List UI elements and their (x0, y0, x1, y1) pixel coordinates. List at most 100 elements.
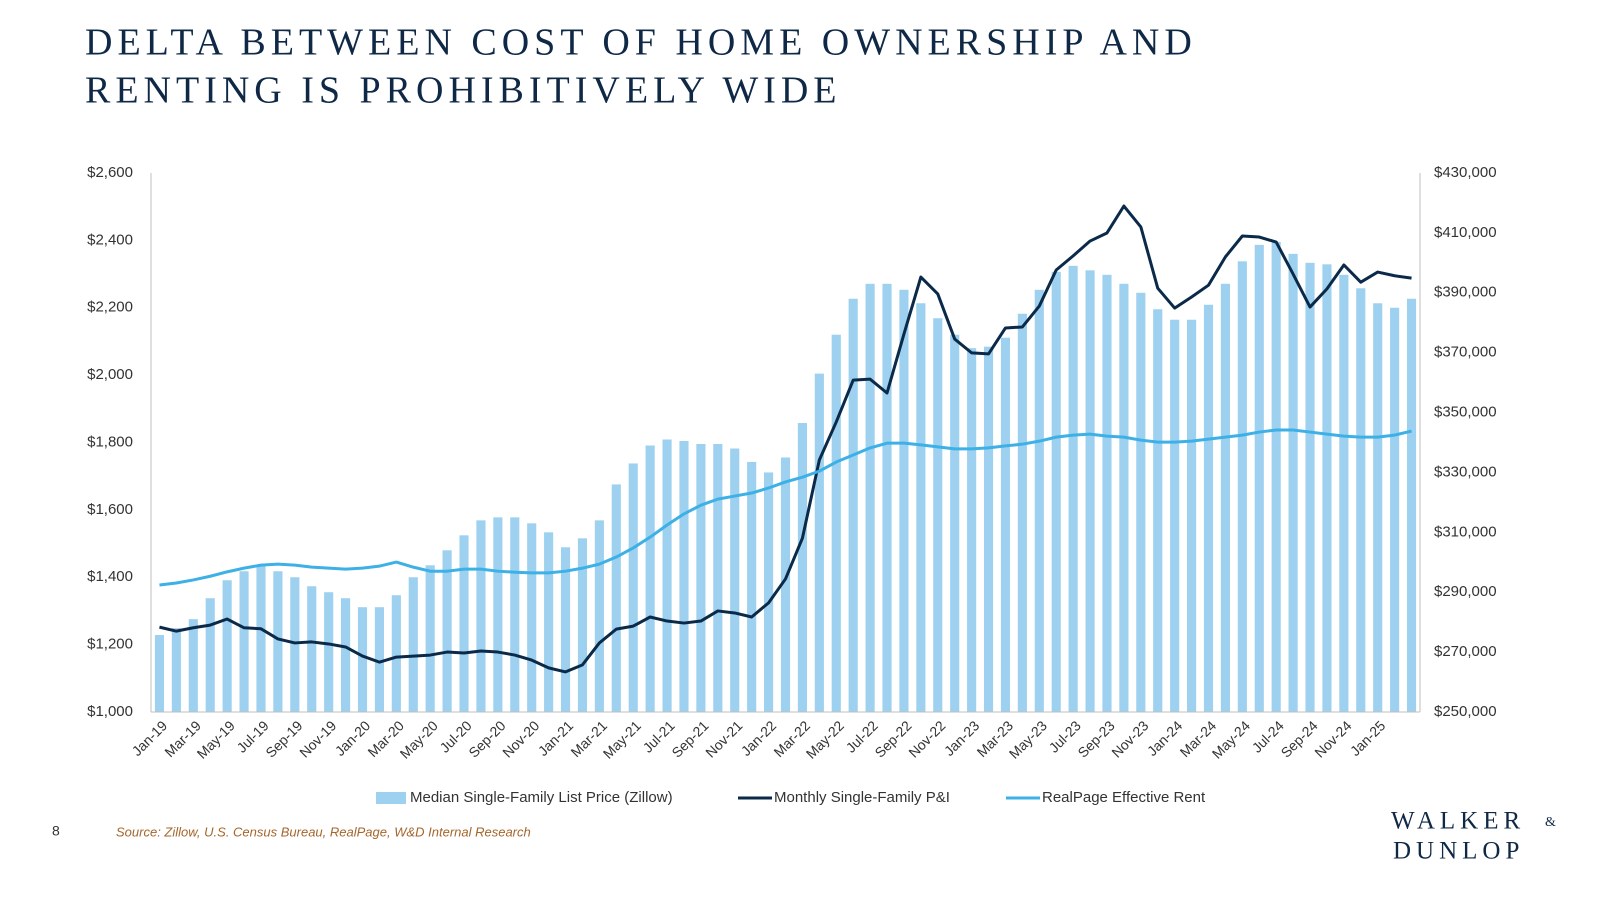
bar (290, 577, 300, 712)
bar (1203, 304, 1214, 712)
line (159, 428, 1412, 587)
y2-tick-label: $310,000 (1434, 523, 1497, 540)
bar (527, 523, 537, 712)
bar (1051, 271, 1061, 712)
bar (188, 619, 198, 712)
bar (476, 520, 486, 712)
x-tick-label: Sep-20 (465, 717, 508, 760)
bar (1034, 289, 1044, 712)
bar (273, 571, 283, 712)
x-tick-label: Nov-20 (499, 717, 542, 760)
bar (1373, 303, 1383, 712)
x-tick-label: May-22 (803, 717, 847, 761)
bar (560, 547, 571, 712)
legend-label: RealPage Effective Rent (1042, 789, 1206, 806)
legend-swatch (376, 792, 406, 804)
legend-label: Median Single-Family List Price (Zillow) (410, 789, 673, 806)
x-tick-label: May-21 (600, 717, 644, 761)
y-tick-label: $1,600 (87, 501, 133, 518)
bar (391, 595, 401, 712)
bar (442, 550, 452, 712)
y-tick-label: $1,800 (87, 433, 133, 450)
bar (865, 283, 875, 712)
bar (1406, 298, 1417, 712)
legend-label: Monthly Single-Family P&I (774, 789, 950, 806)
y-tick-label: $1,000 (87, 703, 133, 720)
bar (239, 571, 249, 712)
x-tick-label: Nov-24 (1311, 717, 1354, 760)
bar (730, 448, 740, 712)
bar (307, 586, 317, 712)
bar (594, 520, 604, 712)
bar (899, 289, 909, 712)
y2-tick-label: $290,000 (1434, 583, 1497, 600)
y-tick-label: $1,200 (87, 636, 133, 653)
y-tick-label: $2,200 (87, 299, 133, 316)
bar (1170, 319, 1180, 712)
x-tick-label: Sep-24 (1278, 717, 1321, 760)
bar (154, 635, 165, 712)
x-tick-label: Jan-25 (1347, 717, 1389, 759)
bar (1000, 337, 1011, 712)
bar (933, 318, 943, 712)
bar (780, 457, 791, 712)
bar (374, 607, 384, 712)
bar (510, 517, 520, 712)
page-number: 8 (52, 823, 60, 839)
bar (1102, 274, 1112, 712)
bar (713, 443, 723, 712)
bar (256, 565, 266, 712)
bar (1271, 241, 1281, 712)
bar (1085, 270, 1095, 712)
bar (1068, 265, 1078, 712)
x-tick-label: Sep-21 (668, 717, 711, 760)
bar (628, 463, 638, 712)
bar (577, 538, 588, 712)
x-tick-label: Sep-19 (262, 717, 305, 760)
line (159, 204, 1412, 674)
bar (797, 423, 807, 712)
y2-tick-label: $410,000 (1434, 224, 1497, 241)
y-tick-label: $1,400 (87, 568, 133, 585)
bar (1017, 313, 1027, 712)
x-tick-label: Sep-23 (1074, 717, 1117, 760)
y-tick-label: $2,600 (87, 164, 133, 181)
logo-text: WALKER (1391, 808, 1525, 835)
x-tick-label: May-23 (1006, 717, 1050, 761)
bar (1220, 283, 1230, 712)
bar (1237, 261, 1247, 712)
bar (645, 445, 655, 712)
bar (747, 461, 757, 712)
bar (831, 334, 841, 712)
bar (916, 303, 926, 712)
bar (814, 373, 824, 712)
y2-tick-label: $250,000 (1434, 703, 1497, 720)
bar (983, 346, 994, 712)
bar (1187, 319, 1197, 712)
bar (662, 439, 672, 712)
bar (1119, 283, 1129, 712)
bar (764, 472, 774, 712)
x-tick-label: Nov-22 (905, 717, 948, 760)
bar (1339, 274, 1349, 712)
x-tick-label: May-19 (194, 717, 238, 761)
y2-tick-label: $370,000 (1434, 344, 1497, 361)
bar (341, 598, 351, 712)
bar (611, 484, 621, 712)
x-tick-label: Nov-19 (296, 717, 339, 760)
bar (950, 334, 960, 712)
y-tick-label: $2,400 (87, 231, 133, 248)
slide-title: DELTA BETWEEN COST OF HOME OWNERSHIP AND (85, 22, 1197, 64)
bar (1254, 244, 1264, 712)
x-tick-label: Nov-21 (702, 717, 745, 760)
slide-title: RENTING IS PROHIBITIVELY WIDE (85, 70, 842, 112)
logo-ampersand: & (1545, 815, 1556, 830)
bar (882, 283, 892, 712)
bar (967, 348, 977, 712)
bar (459, 535, 469, 712)
y2-tick-label: $270,000 (1434, 643, 1497, 660)
bar (1356, 288, 1366, 712)
bar (493, 517, 503, 712)
y2-tick-label: $350,000 (1434, 404, 1497, 421)
